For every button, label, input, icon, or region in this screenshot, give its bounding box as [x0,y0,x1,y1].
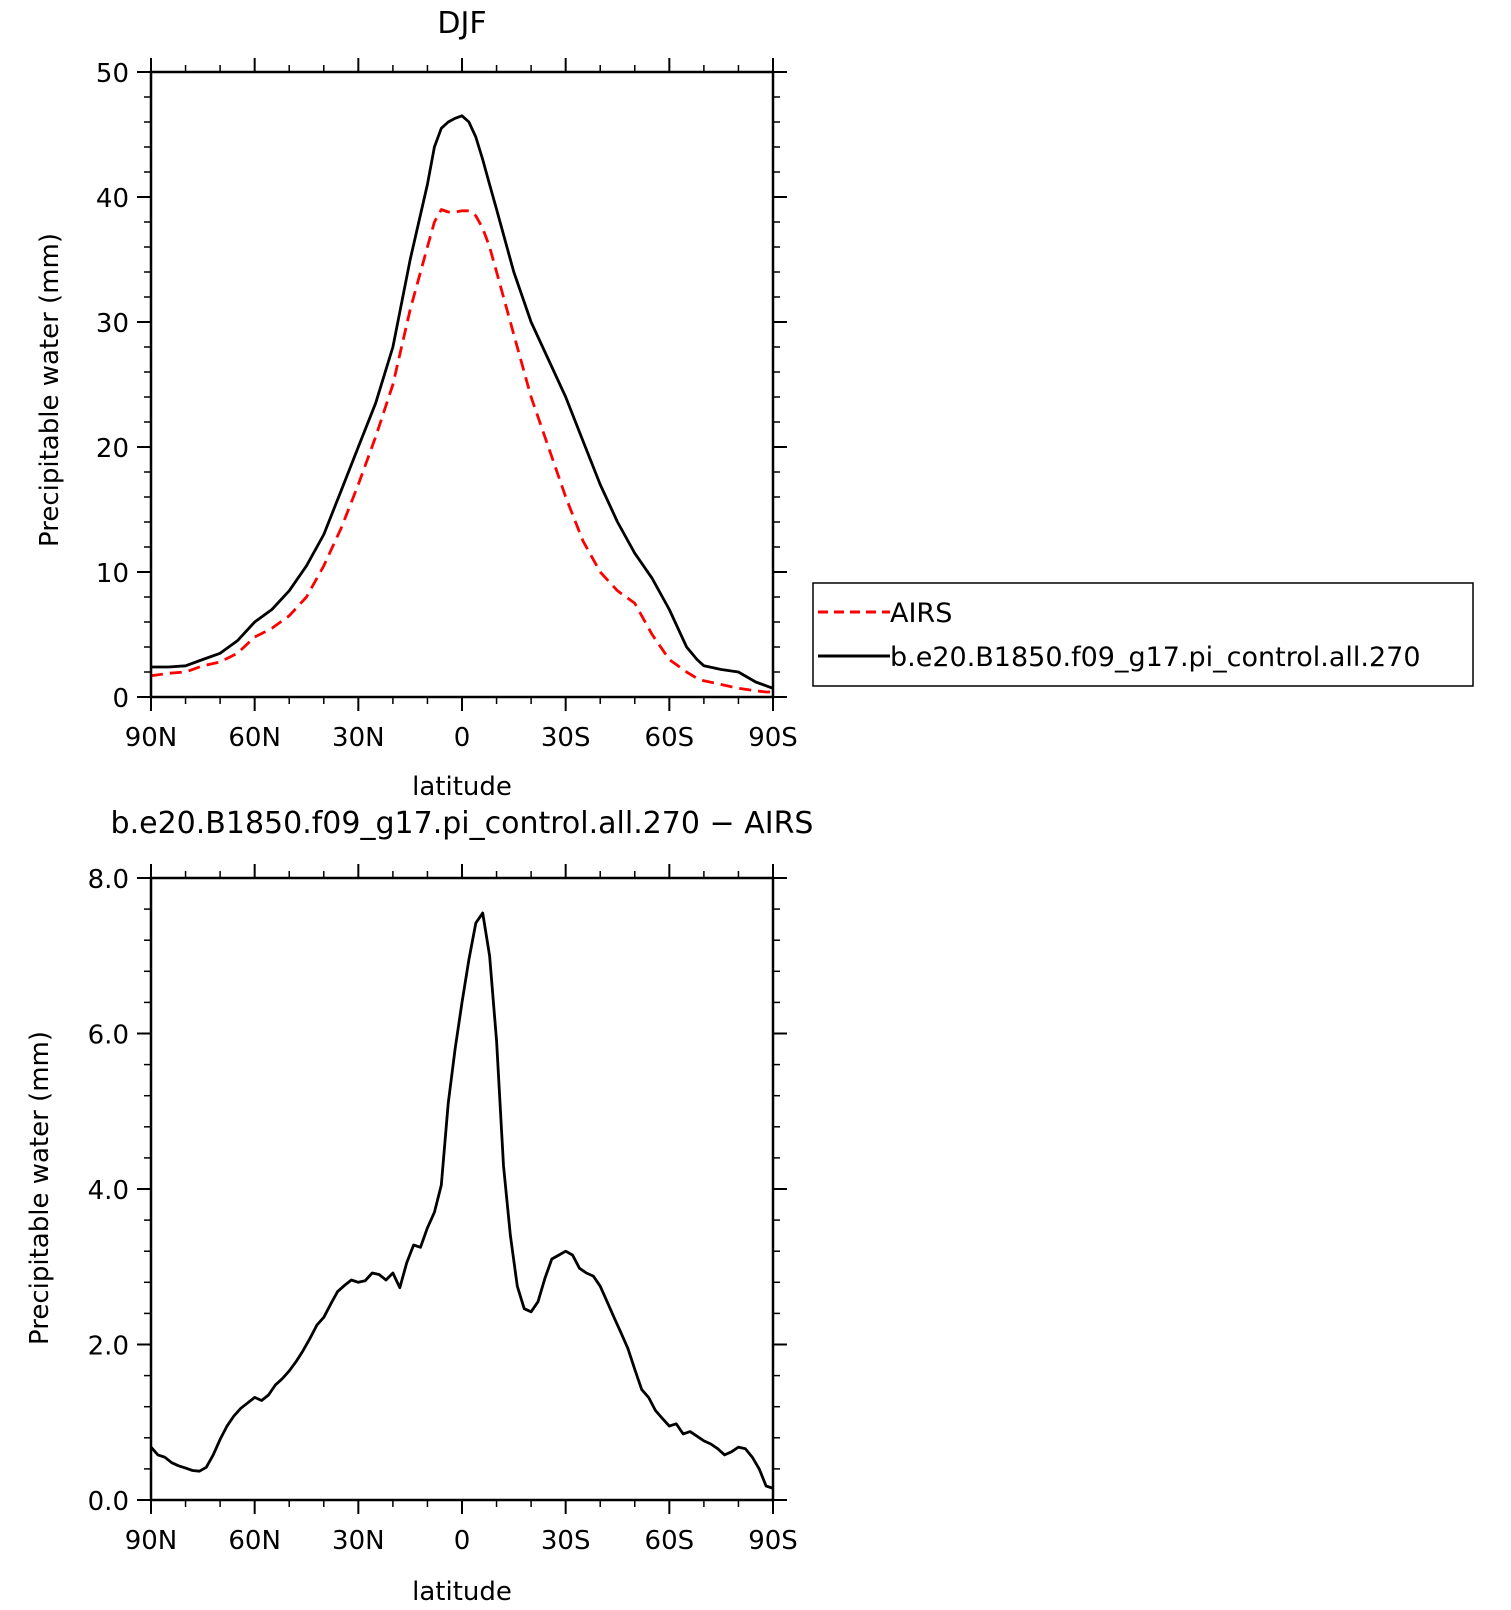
y-tick-label: 50 [96,59,129,89]
top-y-axis-label: Precipitable water (mm) [35,233,65,547]
y-tick-label: 30 [96,309,129,339]
bottom-panel: b.e20.B1850.f09_g17.pi_control.all.270 −… [25,806,813,1607]
y-tick-label: 20 [96,434,129,464]
bottom-panel-tick-labels: 90N 60N 30N 0 30S 60S 90S 0.0 2.0 4.0 6.0 8.0 [88,865,798,1556]
top-chart-title: DJF [437,6,486,41]
legend-label-model: b.e20.B1850.f09_g17.pi_control.all.270 [890,642,1421,673]
x-tick-label: 0 [454,723,471,753]
legend: AIRS b.e20.B1850.f09_g17.pi_control.all.… [812,582,1474,687]
x-tick-label: 0 [454,1526,471,1556]
top-panel-tick-labels: 90N 60N 30N 0 30S 60S 90S 0 10 20 30 40 50 [96,59,798,753]
top-x-axis-label: latitude [412,772,512,802]
x-tick-label: 90S [748,1526,798,1556]
top-panel-series [150,114,774,694]
y-tick-label: 0 [112,684,129,714]
x-tick-label: 90N [125,723,178,753]
x-tick-label: 30S [541,723,591,753]
y-tick-label: 10 [96,559,129,589]
top-plot-frame [149,70,775,699]
legend-box [812,582,1474,687]
bottom-y-axis-label: Precipitable water (mm) [25,1031,55,1345]
bottom-panel-series [149,911,774,1490]
y-tick-label: 4.0 [88,1176,129,1206]
bottom-x-axis-label: latitude [412,1577,512,1607]
x-tick-label: 30N [332,723,385,753]
y-tick-label: 2.0 [88,1332,129,1362]
x-tick-label: 60N [228,1526,281,1556]
top-panel-ticks [137,58,787,711]
legend-label-airs: AIRS [890,598,952,629]
top-panel: DJF 90N 60N 30N 0 30S 60S 90S 0 10 20 30 40 50 latit… [35,6,798,802]
x-tick-label: 30S [541,1526,591,1556]
series-line-airs [150,208,773,694]
y-tick-label: 6.0 [88,1021,129,1051]
x-tick-label: 90S [748,723,798,753]
y-tick-label: 8.0 [88,865,129,895]
y-tick-label: 40 [96,184,129,214]
series-line-difference [149,911,774,1490]
x-tick-label: 60S [645,1526,695,1556]
y-tick-label: 0.0 [88,1487,129,1517]
x-tick-label: 60N [228,723,281,753]
x-tick-label: 90N [125,1526,178,1556]
x-tick-label: 30N [332,1526,385,1556]
series-line-b [151,114,774,690]
bottom-plot-frame [149,876,775,1502]
x-tick-label: 60S [645,723,695,753]
bottom-chart-title: b.e20.B1850.f09_g17.pi_control.all.270 −… [111,806,814,841]
